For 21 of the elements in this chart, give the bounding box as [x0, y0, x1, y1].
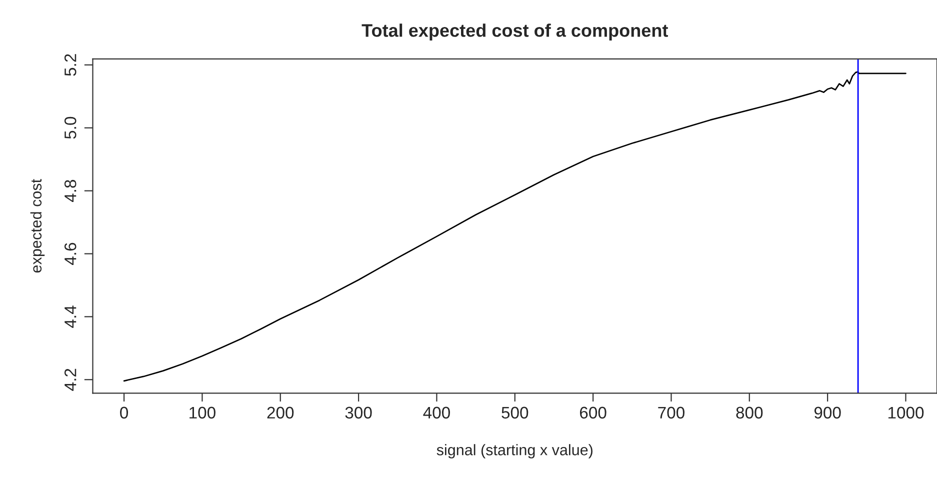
y-tick-label: 5.0	[64, 116, 76, 139]
x-tick-label: 300	[345, 406, 372, 419]
chart-title: Total expected cost of a component	[362, 24, 668, 40]
x-tick-label: 900	[814, 406, 841, 419]
x-tick-label: 800	[736, 406, 763, 419]
y-tick-label: 4.8	[64, 180, 76, 202]
x-tick-label: 100	[190, 406, 216, 419]
x-tick-label: 500	[502, 406, 528, 419]
x-tick-label: 0	[120, 406, 128, 419]
x-tick-label: 400	[423, 406, 450, 419]
y-tick-label: 4.2	[64, 368, 76, 391]
y-tick-label: 4.4	[64, 306, 76, 328]
x-tick-label: 200	[267, 406, 294, 419]
x-tick-label: 1000	[888, 406, 924, 419]
x-tick-label: 700	[658, 406, 684, 419]
line-series	[123, 71, 906, 382]
x-tick-label: 600	[580, 406, 606, 419]
x-axis-title: signal (starting x value)	[436, 444, 592, 458]
y-axis-title: expected cost	[30, 179, 45, 273]
y-tick-label: 4.6	[64, 242, 76, 265]
y-tick-label: 5.2	[64, 54, 76, 76]
